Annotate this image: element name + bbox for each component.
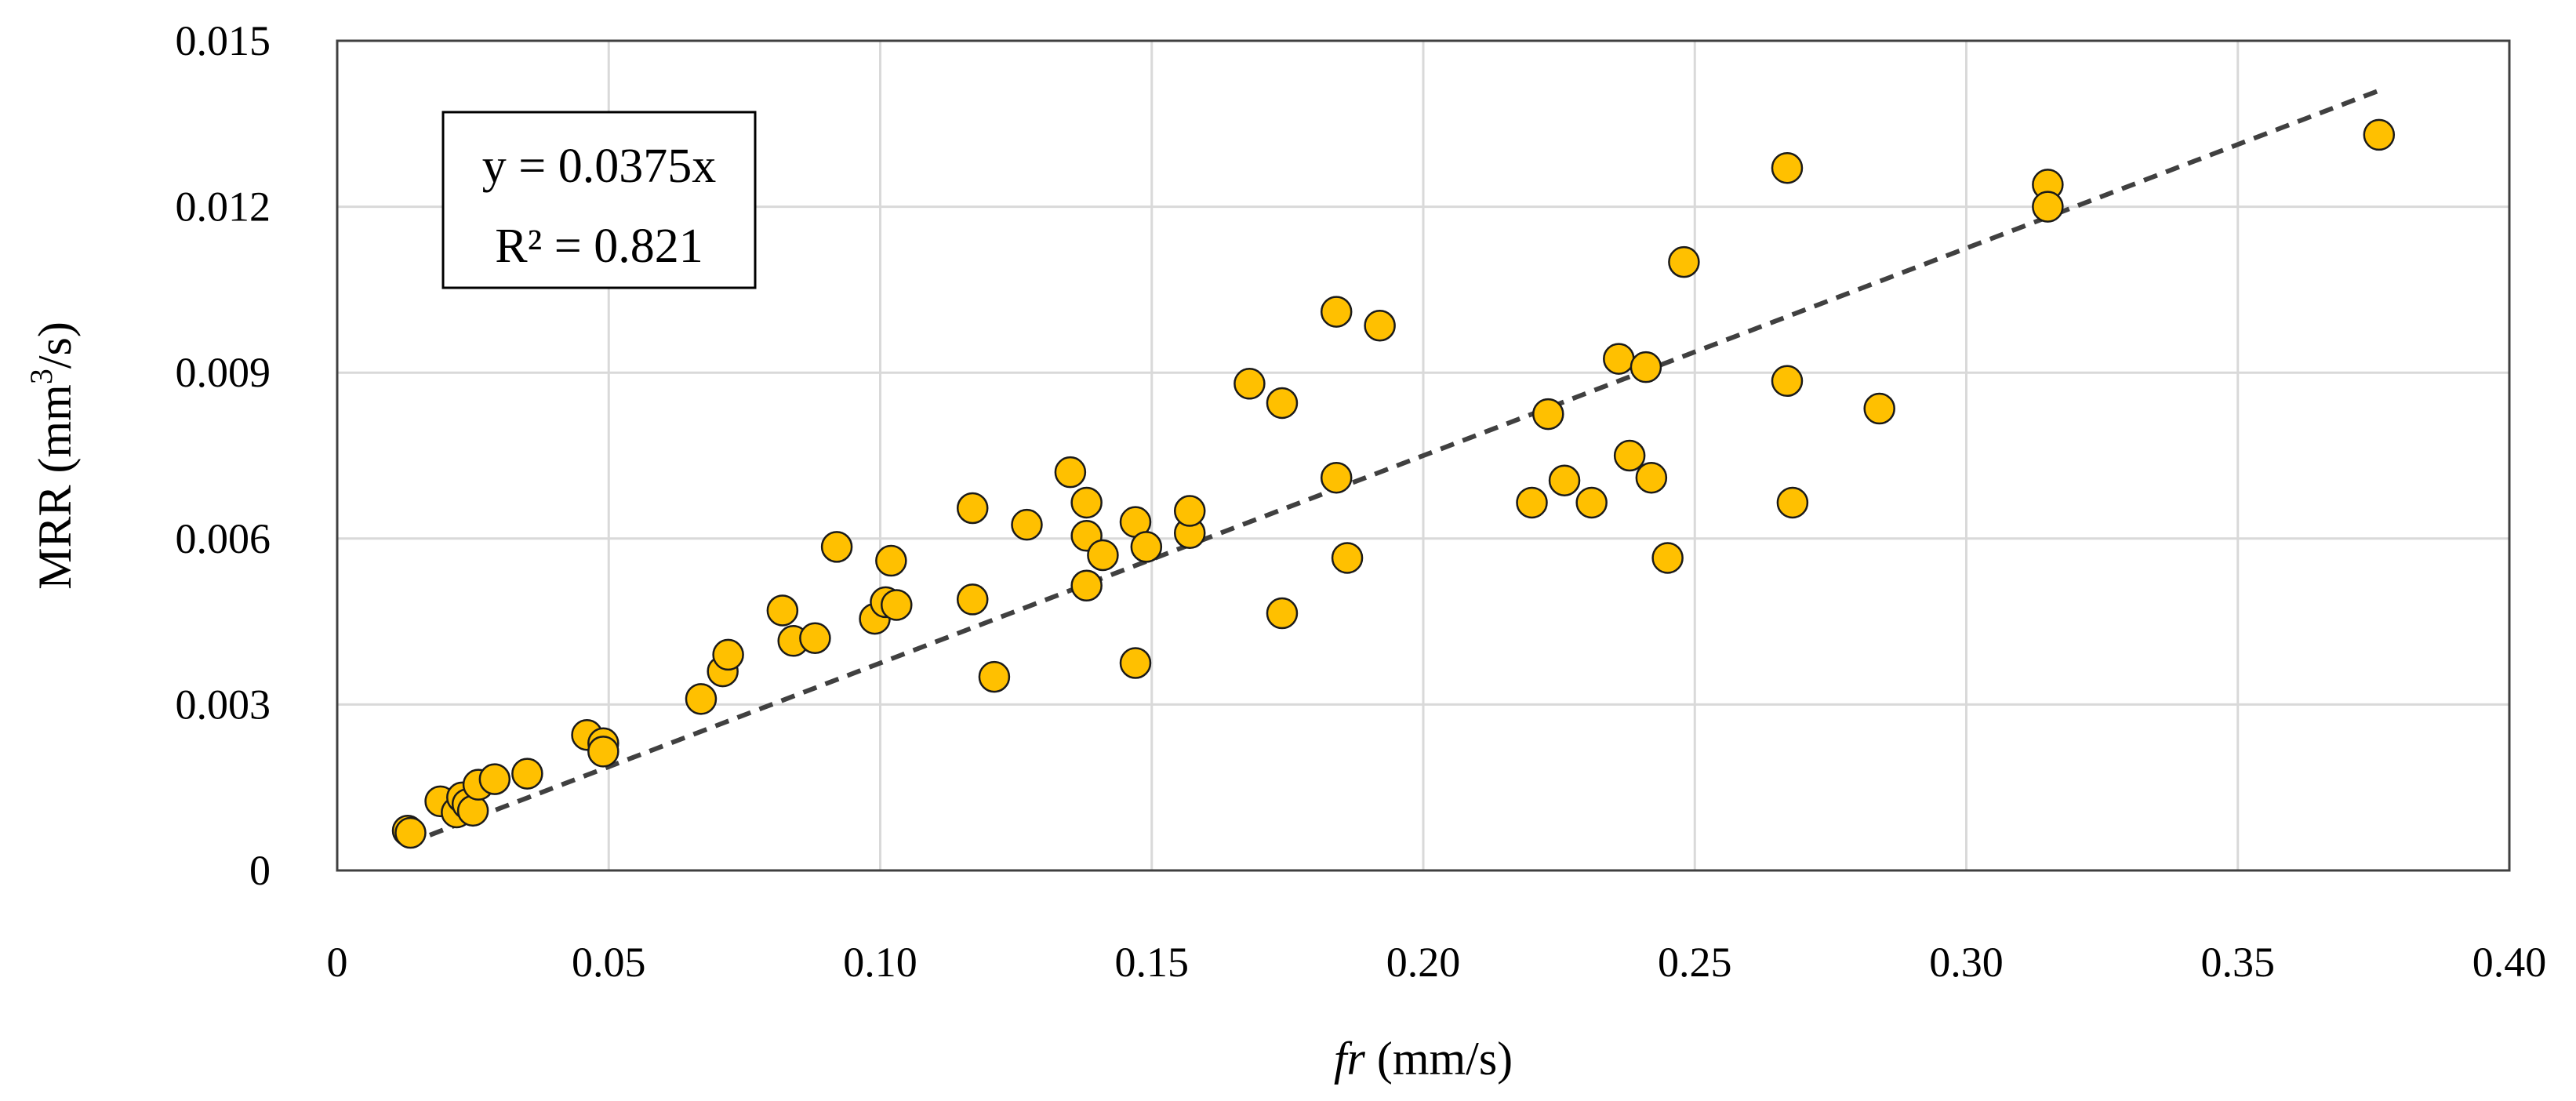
data-point [956, 492, 989, 525]
r-squared-label: R² = 0.821 [495, 220, 703, 273]
data-point [712, 638, 744, 671]
data-point [956, 583, 989, 616]
x-tick-label: 0.30 [1929, 939, 2004, 986]
data-point [1119, 647, 1152, 679]
data-point [478, 763, 511, 795]
y-tick-label: 0.015 [176, 17, 271, 64]
data-point [1130, 531, 1163, 563]
data-point [2032, 191, 2064, 223]
data-point [1173, 495, 1206, 527]
x-tick-label: 0.10 [843, 939, 917, 986]
x-axis-title: fr (mm/s) [1334, 1033, 1513, 1085]
data-point [1320, 461, 1353, 494]
data-point [881, 589, 913, 621]
regression-annotation: y = 0.0375x R² = 0.821 [441, 111, 757, 289]
x-tick-label: 0.05 [572, 939, 646, 986]
x-tick-label: 0.15 [1115, 939, 1190, 986]
data-point [1070, 486, 1103, 519]
data-point [1320, 296, 1353, 328]
x-tick-label: 0.20 [1386, 939, 1461, 986]
data-point [978, 660, 1011, 693]
data-point [1516, 486, 1548, 519]
data-point [875, 544, 907, 577]
x-axis-ticks: 0 0.05 0.10 0.15 0.20 0.25 0.30 0.35 0.40 [327, 939, 2547, 986]
x-tick-label: 0.40 [2472, 939, 2547, 986]
data-point [820, 531, 853, 563]
y-axis-ticks: 0 0.003 0.006 0.009 0.012 0.015 [176, 17, 271, 894]
data-point [1651, 542, 1684, 574]
data-point [1635, 461, 1668, 494]
data-point [1630, 351, 1662, 383]
data-point [766, 594, 799, 627]
data-point [1776, 486, 1809, 519]
data-point [1011, 508, 1043, 541]
data-point [1613, 439, 1646, 472]
plot-area-frame [336, 39, 2511, 872]
data-points [391, 118, 2396, 849]
data-point [1575, 486, 1608, 519]
x-tick-label: 0 [327, 939, 348, 986]
data-point [1532, 398, 1564, 431]
data-point [1054, 456, 1087, 489]
y-axis-title: MRR (mm3/s) [24, 322, 81, 590]
data-point [1668, 245, 1700, 278]
data-point [1771, 151, 1804, 184]
data-point [1087, 539, 1119, 572]
data-point [1863, 392, 1895, 425]
data-point [1603, 343, 1635, 375]
y-tick-label: 0 [249, 847, 271, 894]
data-point [1266, 597, 1299, 630]
data-point [685, 683, 718, 715]
data-point [799, 622, 831, 655]
data-point [1364, 309, 1396, 342]
equation-label: y = 0.0375x [482, 140, 716, 193]
data-point [394, 816, 427, 849]
data-point [587, 736, 619, 768]
data-point [1771, 365, 1804, 398]
data-point [2363, 118, 2396, 151]
data-point [1266, 387, 1299, 420]
y-tick-label: 0.012 [176, 184, 271, 231]
data-point [456, 794, 489, 827]
data-point [1070, 569, 1103, 602]
data-point [1234, 368, 1266, 400]
y-tick-label: 0.009 [176, 349, 271, 396]
data-point [1548, 464, 1581, 496]
y-tick-label: 0.006 [176, 515, 271, 562]
data-point [511, 758, 543, 790]
x-tick-label: 0.25 [1658, 939, 1732, 986]
data-point [1331, 542, 1364, 574]
annotation-box [441, 111, 757, 289]
x-tick-label: 0.35 [2201, 939, 2276, 986]
y-tick-label: 0.003 [176, 681, 271, 728]
